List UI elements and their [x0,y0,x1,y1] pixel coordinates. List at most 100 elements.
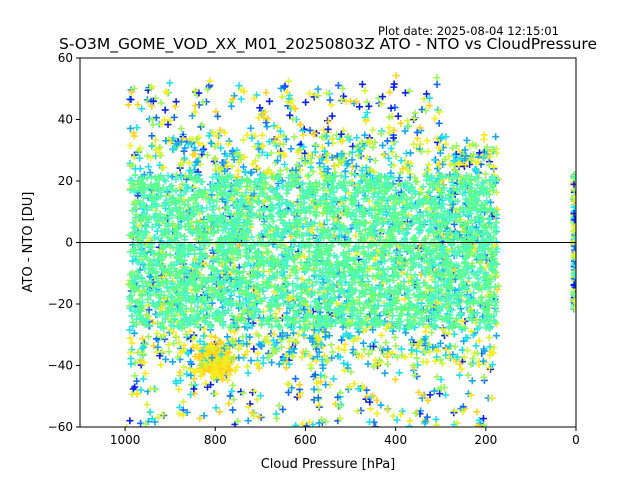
scatter-point [289,115,297,123]
scatter-point [283,189,291,197]
chart-title: S-O3M_GOME_VOD_XX_M01_20250803Z ATO - NT… [59,35,597,54]
scatter-point [377,401,385,409]
scatter-point [176,368,184,376]
scatter-point [135,147,143,155]
scatter-point [369,392,377,400]
scatter-point [348,169,356,177]
scatter-point [255,364,263,372]
scatter-point [368,346,376,354]
scatter-point [453,419,461,427]
scatter-point [395,369,403,377]
scatter-point [383,137,391,145]
scatter-point [387,144,395,152]
scatter-point [145,306,153,314]
scatter-point [439,161,447,169]
scatter-point [492,332,500,340]
scatter-point [178,180,186,188]
scatter-point [353,134,361,142]
scatter-point [268,358,276,366]
scatter-point [324,125,332,133]
scatter-point [420,392,428,400]
scatter-point [139,375,147,383]
scatter-point [131,383,139,391]
scatter-point [183,370,191,378]
scatter-point [191,102,199,110]
scatter-point [171,102,179,110]
scatter-point [170,339,178,347]
scatter-point [385,113,393,121]
scatter-point [262,119,270,127]
scatter-point [295,392,303,400]
scatter-point [130,153,138,161]
scatter-point [148,132,156,140]
scatter-point [330,375,338,383]
scatter-point [212,108,220,116]
scatter-point [369,343,377,351]
scatter-point [240,306,248,314]
scatter-point [450,220,458,228]
scatter-point [369,126,377,134]
scatter-point [209,373,217,381]
scatter-point [363,109,371,117]
scatter-point [485,334,493,342]
scatter-point [285,95,293,103]
scatter-point [276,127,284,135]
scatter-point [433,353,441,361]
scatter-point [437,375,445,383]
scatter-point [384,360,392,368]
scatter-point [157,333,165,341]
scatter-point [320,163,328,171]
scatter-point [280,83,288,91]
scatter-point [187,371,195,379]
scatter-point [432,421,440,427]
scatter-point [435,119,443,127]
scatter-point [254,349,262,357]
scatter-point [287,145,295,153]
scatter-point [286,99,294,107]
scatter-point [424,396,432,404]
scatter-point [386,88,394,96]
scatter-point [284,77,292,85]
scatter-point [225,400,233,408]
scatter-point [190,385,198,393]
scatter-point [406,417,414,425]
scatter-point [126,124,134,132]
scatter-point [279,405,287,413]
scatter-point [285,388,293,396]
scatter-point [162,355,170,363]
scatter-point [382,339,390,347]
scatter-point [137,386,145,394]
scatter-point [371,157,379,165]
scatter-point [172,98,180,106]
scatter-point [406,87,414,95]
scatter-point [404,117,412,125]
scatter-point [253,396,261,404]
scatter-point [385,129,393,137]
scatter-point [166,79,174,87]
scatter-point [495,282,503,290]
scatter-point [146,408,154,416]
scatter-point [286,111,294,119]
scatter-point [410,361,418,369]
scatter-point [126,417,134,425]
scatter-point [244,403,252,411]
scatter-point [152,114,160,122]
scatter-point [339,136,347,144]
scatter-point [243,363,251,371]
scatter-point [216,273,224,281]
scatter-point [359,339,367,347]
scatter-point [390,80,398,88]
scatter-point [262,89,270,97]
scatter-point [480,373,488,381]
scatter-point [138,335,146,343]
scatter-point [422,328,430,336]
scatter-point [239,333,247,341]
scatter-point [297,389,305,397]
scatter-point [450,407,458,415]
scatter-point [297,120,305,128]
scatter-point [275,149,283,157]
scatter-point [177,376,185,384]
scatter-point [292,421,300,427]
scatter-point [202,380,210,388]
scatter-point [200,412,208,420]
